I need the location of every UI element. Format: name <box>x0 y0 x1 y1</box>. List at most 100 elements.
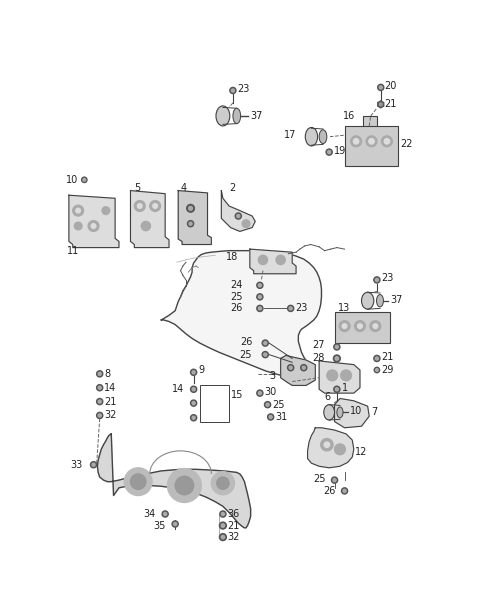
Circle shape <box>336 387 338 391</box>
Text: 10: 10 <box>350 406 362 416</box>
Circle shape <box>366 136 377 147</box>
Circle shape <box>353 139 359 144</box>
Circle shape <box>174 522 177 525</box>
Ellipse shape <box>319 130 327 143</box>
Circle shape <box>164 512 167 516</box>
Polygon shape <box>319 361 360 393</box>
Text: 6: 6 <box>324 392 331 402</box>
Text: 33: 33 <box>71 460 83 470</box>
Circle shape <box>369 139 374 144</box>
Circle shape <box>327 370 337 381</box>
Circle shape <box>221 524 225 527</box>
Circle shape <box>266 403 269 406</box>
Text: 1: 1 <box>341 383 348 393</box>
Circle shape <box>187 205 194 212</box>
Circle shape <box>242 220 250 227</box>
Circle shape <box>289 307 292 310</box>
Circle shape <box>267 414 274 420</box>
Text: 27: 27 <box>312 340 324 351</box>
Circle shape <box>288 365 294 371</box>
Circle shape <box>264 353 267 356</box>
Circle shape <box>351 136 361 147</box>
Text: 35: 35 <box>154 520 166 530</box>
Circle shape <box>91 224 96 228</box>
Circle shape <box>375 368 378 371</box>
Circle shape <box>90 462 96 468</box>
Circle shape <box>231 89 234 92</box>
Text: 25: 25 <box>240 349 252 360</box>
Circle shape <box>141 221 151 230</box>
Text: 20: 20 <box>384 81 397 91</box>
Circle shape <box>98 414 101 417</box>
Circle shape <box>370 321 381 332</box>
Circle shape <box>137 204 142 208</box>
Circle shape <box>335 357 338 360</box>
Circle shape <box>257 282 263 288</box>
Circle shape <box>264 402 271 408</box>
Circle shape <box>332 477 337 483</box>
Text: 15: 15 <box>230 390 243 400</box>
Circle shape <box>237 215 240 218</box>
Circle shape <box>124 468 152 495</box>
Circle shape <box>153 204 157 208</box>
Circle shape <box>262 351 268 358</box>
Circle shape <box>342 324 347 329</box>
Text: 26: 26 <box>230 303 243 313</box>
Circle shape <box>334 355 340 362</box>
Ellipse shape <box>216 106 230 126</box>
Text: 21: 21 <box>384 99 397 109</box>
Circle shape <box>339 321 350 332</box>
Circle shape <box>192 402 195 405</box>
Text: 3: 3 <box>269 371 275 381</box>
Circle shape <box>334 386 340 392</box>
Circle shape <box>321 438 333 451</box>
Text: 28: 28 <box>312 354 324 364</box>
Ellipse shape <box>337 407 343 417</box>
Polygon shape <box>161 251 322 378</box>
Text: 26: 26 <box>240 337 252 346</box>
Circle shape <box>230 88 236 94</box>
Circle shape <box>257 390 263 396</box>
Ellipse shape <box>324 405 335 420</box>
Circle shape <box>333 479 336 482</box>
Bar <box>335 312 390 343</box>
Text: 7: 7 <box>371 408 377 417</box>
Text: 34: 34 <box>143 509 155 519</box>
Circle shape <box>258 295 262 299</box>
Ellipse shape <box>233 109 240 124</box>
Ellipse shape <box>361 292 374 309</box>
Circle shape <box>191 386 197 392</box>
Circle shape <box>134 200 145 211</box>
Circle shape <box>257 305 263 311</box>
Text: 36: 36 <box>228 509 240 519</box>
Circle shape <box>96 413 103 419</box>
Circle shape <box>83 178 85 181</box>
Circle shape <box>358 324 362 329</box>
Text: 21: 21 <box>228 520 240 530</box>
Ellipse shape <box>376 295 384 307</box>
Text: 2: 2 <box>229 183 235 192</box>
Text: 11: 11 <box>67 246 80 256</box>
Circle shape <box>175 476 193 495</box>
Polygon shape <box>378 101 384 108</box>
Circle shape <box>172 521 178 527</box>
Circle shape <box>374 277 380 283</box>
Circle shape <box>341 488 348 494</box>
Circle shape <box>258 255 267 265</box>
Circle shape <box>258 392 262 395</box>
Circle shape <box>188 221 193 227</box>
Circle shape <box>219 522 227 529</box>
Circle shape <box>150 200 160 211</box>
Circle shape <box>328 151 331 154</box>
Circle shape <box>378 85 384 91</box>
Circle shape <box>264 341 267 345</box>
Circle shape <box>258 307 262 310</box>
Circle shape <box>189 207 192 210</box>
Text: 5: 5 <box>134 183 141 192</box>
Circle shape <box>379 86 382 89</box>
Text: 23: 23 <box>382 273 394 283</box>
Polygon shape <box>69 195 119 248</box>
Text: 25: 25 <box>272 400 285 409</box>
Text: 14: 14 <box>172 384 184 394</box>
Text: 16: 16 <box>343 111 355 121</box>
